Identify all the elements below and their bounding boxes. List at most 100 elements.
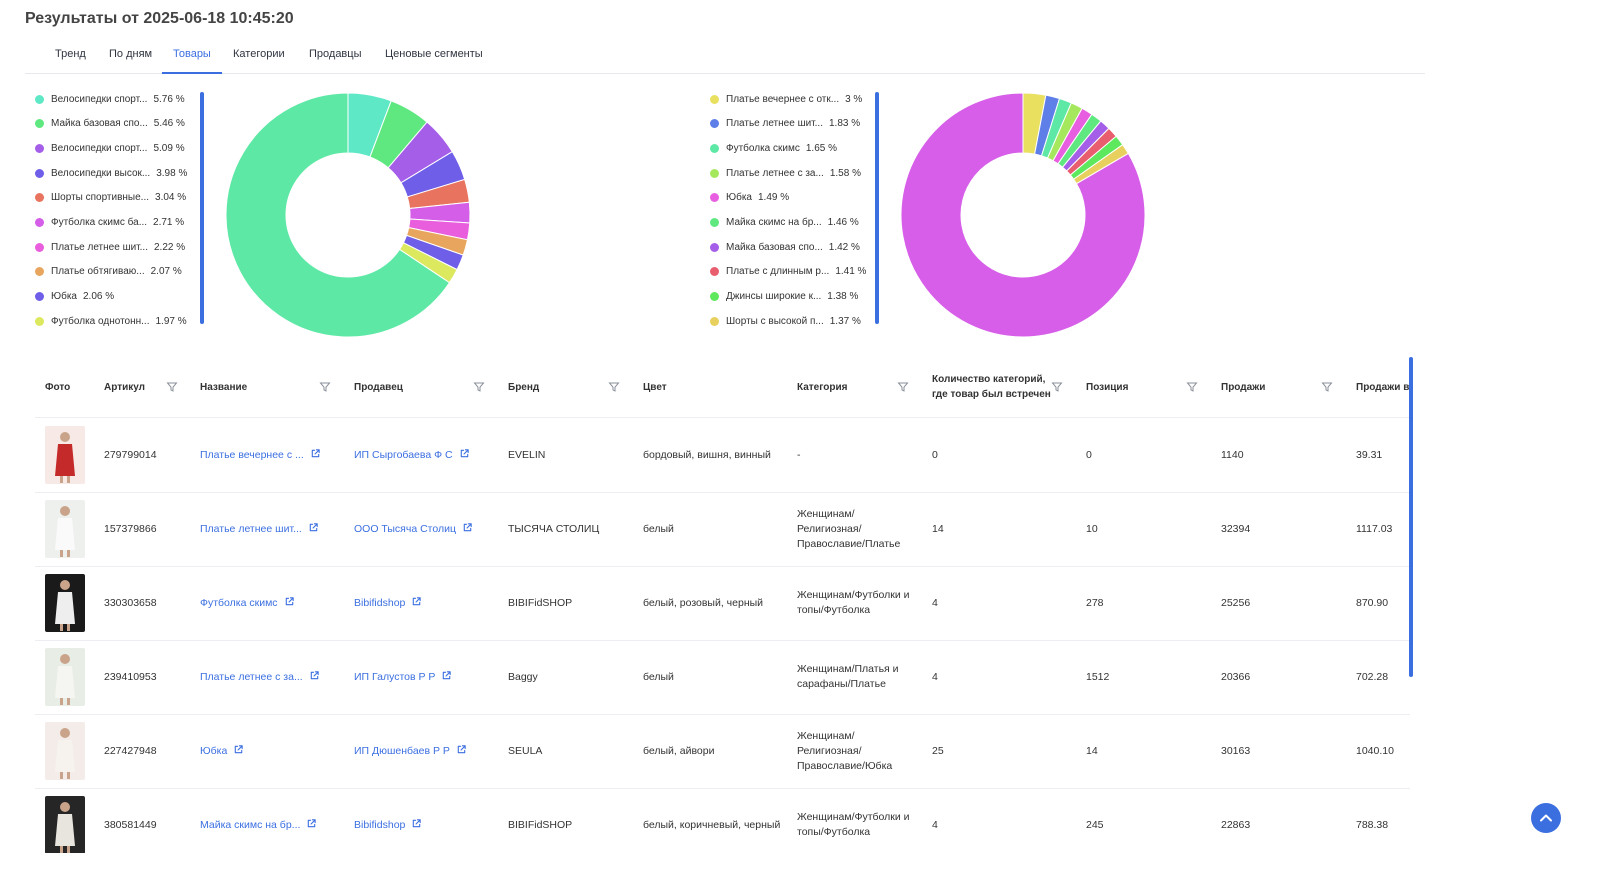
product-photo[interactable] [45, 426, 85, 484]
legend-item[interactable]: Юбка 1.49 % [710, 191, 789, 205]
seller-link[interactable]: ИП Галустов Р Р [354, 670, 452, 685]
product-photo[interactable] [45, 648, 85, 706]
product-photo[interactable] [45, 500, 85, 558]
legend-item[interactable]: Юбка 2.06 % [35, 290, 114, 304]
column-header-seller[interactable]: Продавец [354, 381, 403, 393]
position-cell-text: 14 [1086, 744, 1098, 757]
legend-item[interactable]: Майка базовая спо... 1.42 % [710, 240, 860, 254]
seller-link[interactable]: ООО Тысяча Столиц [354, 522, 473, 537]
filter-icon[interactable] [1051, 381, 1063, 393]
seller-link-text[interactable]: Bibifidshop [354, 596, 406, 609]
color-cell: белый [643, 670, 783, 685]
seller-link[interactable]: Bibifidshop [354, 818, 422, 833]
product-name-link-text[interactable]: Футболка скимс [200, 596, 278, 609]
column-header-position[interactable]: Позиция [1086, 381, 1129, 393]
legend-item[interactable]: Велосипедки спорт... 5.76 % [35, 92, 185, 106]
product-name-link[interactable]: Юбка [200, 744, 244, 759]
brand-cell-text: BIBIFidSHOP [508, 596, 573, 609]
seller-link-text[interactable]: ИП Дюшенбаев Р Р [354, 744, 450, 757]
seller-link[interactable]: Bibifidshop [354, 596, 422, 611]
external-link-icon[interactable] [306, 818, 317, 829]
product-name-link-text[interactable]: Юбка [200, 744, 228, 757]
legend-item[interactable]: Шорты спортивные... 3.04 % [35, 191, 186, 205]
legend-item[interactable]: Футболка однотонн... 1.97 % [35, 314, 187, 328]
external-link-icon[interactable] [459, 448, 470, 459]
seller-link-text[interactable]: ООО Тысяча Столиц [354, 522, 456, 535]
column-header-category-count[interactable]: Количество категорий, где товар был встр… [932, 374, 1051, 400]
column-header-category[interactable]: Категория [797, 381, 848, 393]
external-link-icon[interactable] [308, 522, 319, 533]
filter-icon[interactable] [473, 381, 485, 393]
tab-trend[interactable]: Тренд [55, 48, 86, 60]
legend-item[interactable]: Майка базовая спо... 5.46 % [35, 117, 185, 131]
external-link-icon[interactable] [284, 596, 295, 607]
column-header-sales-per-day[interactable]: Продажи в [1356, 381, 1410, 393]
external-link-icon[interactable] [411, 818, 422, 829]
external-link-icon[interactable] [441, 670, 452, 681]
seller-link[interactable]: ИП Дюшенбаев Р Р [354, 744, 467, 759]
chart-1-legend-scrollbar[interactable] [200, 92, 204, 324]
chart-2-legend-scrollbar[interactable] [875, 92, 879, 324]
pie-slice[interactable] [225, 92, 451, 338]
legend-item[interactable]: Платье летнее шит... 2.22 % [35, 240, 185, 254]
filter-icon[interactable] [319, 381, 331, 393]
product-name-link-text[interactable]: Платье вечернее с ... [200, 448, 304, 461]
external-link-icon[interactable] [456, 744, 467, 755]
product-name-link-text[interactable]: Платье летнее с за... [200, 670, 303, 683]
product-name-link[interactable]: Футболка скимс [200, 596, 295, 611]
legend-item[interactable]: Футболка скимс ба... 2.71 % [35, 216, 184, 230]
legend-swatch [35, 267, 44, 277]
seller-link-text[interactable]: ИП Сыргобаева Ф С [354, 448, 453, 461]
table-scrollbar[interactable] [1409, 357, 1413, 677]
legend-item[interactable]: Платье с длинным р... 1.41 % [710, 265, 866, 279]
column-header-brand[interactable]: Бренд [508, 381, 540, 393]
filter-icon[interactable] [1321, 381, 1333, 393]
legend-item[interactable]: Велосипедки спорт... 5.09 % [35, 141, 185, 155]
product-name-link[interactable]: Платье летнее с за... [200, 670, 320, 685]
legend-item[interactable]: Платье летнее с за... 1.58 % [710, 166, 861, 180]
tab-categories[interactable]: Категории [233, 48, 285, 60]
legend-item[interactable]: Платье вечернее с отк... 3 % [710, 92, 862, 106]
legend-label: Велосипедки спорт... [51, 142, 148, 154]
tab-price-segments[interactable]: Ценовые сегменты [385, 48, 483, 60]
legend-value: 1.38 % [827, 291, 859, 303]
legend-item[interactable]: Велосипедки высок... 3.98 % [35, 166, 187, 180]
product-name-link[interactable]: Платье летнее шит... [200, 522, 319, 537]
legend-item[interactable]: Шорты с высокой п... 1.37 % [710, 314, 861, 328]
product-photo[interactable] [45, 722, 85, 780]
filter-icon[interactable] [608, 381, 620, 393]
legend-item[interactable]: Платье летнее шит... 1.83 % [710, 117, 860, 131]
column-header-sales[interactable]: Продажи [1221, 381, 1266, 393]
product-photo-figure [55, 580, 75, 631]
product-photo[interactable] [45, 796, 85, 853]
product-name-link[interactable]: Платье вечернее с ... [200, 448, 321, 463]
legend-item[interactable]: Майка скимс на бр... 1.46 % [710, 216, 859, 230]
legend-item[interactable]: Футболка скимс 1.65 % [710, 141, 837, 155]
scroll-to-top-button[interactable] [1531, 803, 1561, 833]
filter-icon[interactable] [1186, 381, 1198, 393]
external-link-icon[interactable] [233, 744, 244, 755]
seller-link[interactable]: ИП Сыргобаева Ф С [354, 448, 470, 463]
product-photo[interactable] [45, 574, 85, 632]
seller-link-text[interactable]: ИП Галустов Р Р [354, 670, 436, 683]
seller-link-text[interactable]: Bibifidshop [354, 818, 406, 831]
product-name-link-text[interactable]: Майка скимс на бр... [200, 818, 301, 831]
external-link-icon[interactable] [462, 522, 473, 533]
tab-products[interactable]: Товары [173, 48, 211, 60]
external-link-icon[interactable] [310, 448, 321, 459]
external-link-icon[interactable] [309, 670, 320, 681]
product-name-link-text[interactable]: Платье летнее шит... [200, 522, 302, 535]
legend-item[interactable]: Джинсы широкие к... 1.38 % [710, 290, 858, 304]
tab-by-days[interactable]: По дням [109, 48, 153, 60]
filter-icon[interactable] [897, 381, 909, 393]
tab-sellers[interactable]: Продавцы [309, 48, 362, 60]
category-count-cell: 4 [932, 818, 938, 833]
category-cell-text: Женщинам/Футболки и топы/Футболка [797, 589, 910, 616]
column-header-article[interactable]: Артикул [104, 381, 146, 393]
legend-item[interactable]: Платье обтягиваю... 2.07 % [35, 265, 182, 279]
column-header-name[interactable]: Название [200, 381, 248, 393]
filter-icon[interactable] [166, 381, 178, 393]
product-name-link[interactable]: Майка скимс на бр... [200, 818, 317, 833]
external-link-icon[interactable] [411, 596, 422, 607]
pie-slice[interactable] [900, 92, 1146, 338]
